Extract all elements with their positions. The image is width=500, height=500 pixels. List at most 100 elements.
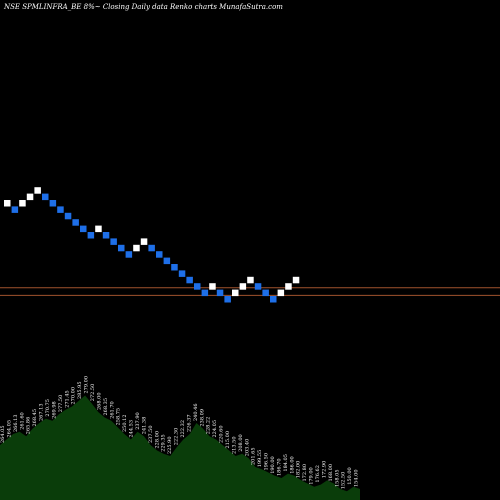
renko-brick-up [277,289,285,297]
renko-brick-down [125,251,133,258]
renko-brick-up [239,283,247,290]
volume-label: 150.00 [347,467,353,485]
volume-label: 285.95 [77,382,83,400]
volume-label: 270.00 [71,387,77,405]
renko-brick-down [224,296,231,303]
volume-label: 244.53 [129,420,135,438]
volume-label: 184.05 [283,454,289,472]
renko-brick-down [270,296,277,303]
renko-brick-down [262,289,269,297]
renko-brick-down [42,193,49,201]
chart-title: NSE SPMLINFRA_BE 8%~ Closing Daily data … [3,3,283,11]
renko-brick-down [72,219,79,226]
volume-label: 222.32 [180,420,186,438]
renko-brick-down [102,232,110,239]
volume-label: 272.50 [90,384,96,402]
volume-label: 190.00 [270,456,276,474]
volume-label: 241.38 [141,417,147,435]
volume-label: 268.00 [96,393,102,411]
volume-label: 208.00 [238,434,244,452]
volume-label: 182.00 [296,461,302,479]
renko-brick-up [95,225,102,233]
renko-brick-up [232,289,239,297]
renko-brick-down [148,244,155,252]
renko-brick-down [49,200,57,207]
volume-label: 179.00 [309,467,315,485]
volume-label: 152.50 [341,472,347,490]
volume-label: 186.00 [289,456,295,474]
volume-label: 186.70 [276,459,282,477]
renko-brick-up [247,276,254,284]
reference-lines [0,287,500,296]
renko-brick-up [4,200,11,207]
volume-label: 228.00 [154,431,160,449]
renko-brick-down [216,289,224,297]
renko-brick-down [254,283,262,290]
volume-label: 222.30 [174,428,180,446]
volume-label: 237.90 [135,412,141,430]
volume-label: 226.37 [186,415,192,433]
volume-label: 279.00 [84,376,90,394]
volume-label: 158.05 [334,470,340,488]
volume-label: 229.35 [161,434,167,452]
volume-label: 215.00 [225,431,231,449]
volume-label: 270.75 [45,399,51,417]
volume-label: 172.90 [321,461,327,479]
volume-label: 258.75 [116,408,122,426]
renko-brick-up [209,283,216,290]
volume-label: 213.50 [231,437,237,455]
volume-label: 224.05 [212,420,218,438]
volume-label: 176.62 [315,465,321,483]
renko-brick-down [110,238,117,245]
volume-label: 228.22 [206,417,212,435]
renko-brick-down [118,244,125,252]
renko-brick-up [133,244,140,252]
volume-label: 237.50 [148,426,154,444]
volume-label: 261.60 [19,412,25,430]
volume-area [0,395,360,500]
renko-bricks [4,187,300,303]
volume-label: 271.45 [64,390,70,408]
renko-brick-down [186,276,193,284]
volume-label: 267.13 [39,404,45,422]
volume-label: 264.05 [6,420,12,438]
renko-brick-down [201,289,209,297]
volume-label: 196.50 [264,453,270,471]
renko-brick-down [171,264,178,271]
volume-label: 168.00 [328,464,334,482]
volume-label: 265.86 [26,417,32,435]
renko-brick-down [11,206,19,213]
renko-brick-down [87,232,95,239]
renko-brick-up [26,193,34,201]
volume-label: 172.80 [302,464,308,482]
renko-brick-down [80,225,87,233]
volume-label: 268.35 [103,398,109,416]
volume-label: 240.46 [193,404,199,422]
volume-label: 269.98 [51,401,57,419]
renko-brick-up [19,200,26,207]
volume-layer: 264.05 264.05 266.13 261.60 265.86 268.45 267.… [0,376,360,500]
renko-brick-up [292,276,300,284]
volume-label: 201.65 [251,448,257,466]
volume-label: 264.05 [0,426,6,444]
renko-brick-down [194,283,201,290]
volume-label: 238.09 [199,409,205,427]
renko-brick-down [57,206,64,213]
volume-label: 277.50 [58,395,64,413]
volume-label: 199.55 [257,450,263,468]
volume-label: 261.70 [109,401,115,419]
volume-label: 220.60 [219,426,225,444]
renko-brick-down [178,270,186,277]
renko-brick-up [285,283,292,290]
volume-label: 225.90 [167,437,173,455]
volume-label: 250.12 [122,415,128,433]
volume-label: 203.40 [244,439,250,457]
volume-label: 154.00 [354,470,360,488]
renko-brick-up [34,187,41,194]
renko-brick-down [156,251,163,258]
renko-brick-down [64,212,72,220]
renko-brick-up [140,238,148,245]
volume-label: 268.45 [32,409,38,427]
